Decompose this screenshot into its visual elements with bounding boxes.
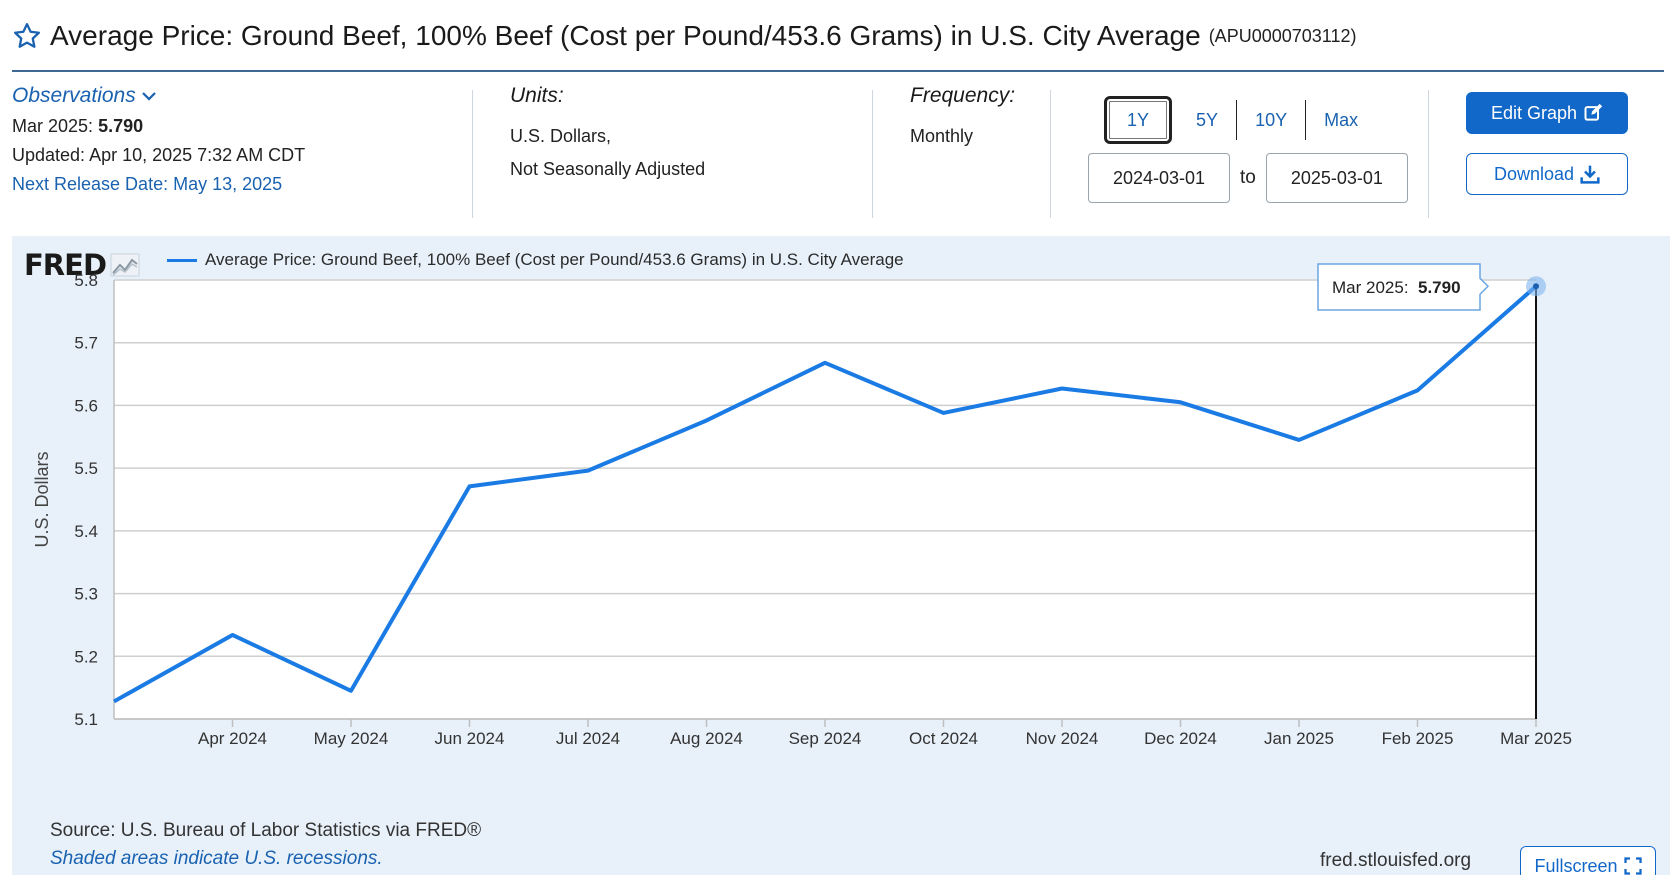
units-label: Units: bbox=[510, 84, 564, 107]
range-selector: 1Y 5Y 10Y Max bbox=[1104, 96, 1376, 144]
star-outline-icon[interactable] bbox=[12, 21, 42, 51]
title-divider bbox=[12, 70, 1664, 72]
x-tick-label: Apr 2024 bbox=[198, 729, 267, 748]
frequency-value: Monthly bbox=[910, 126, 974, 146]
divider bbox=[872, 90, 873, 218]
units-line-1: U.S. Dollars, bbox=[510, 126, 612, 146]
legend-swatch bbox=[167, 258, 197, 262]
y-tick-label: 5.6 bbox=[74, 396, 98, 415]
x-tick-label: Feb 2025 bbox=[1382, 729, 1454, 748]
y-tick-label: 5.2 bbox=[74, 647, 98, 666]
units-block: Units: U.S. Dollars, Not Seasonally Adju… bbox=[510, 84, 705, 186]
tooltip-date: Mar 2025: bbox=[1332, 278, 1409, 297]
end-date-input[interactable] bbox=[1265, 153, 1408, 203]
download-button[interactable]: Download bbox=[1466, 153, 1628, 195]
frequency-block: Frequency: Monthly bbox=[910, 84, 1015, 153]
divider bbox=[1428, 90, 1429, 218]
x-tick-label: Mar 2025 bbox=[1500, 729, 1572, 748]
observations-block: Observations Mar 2025: 5.790 Updated: Ap… bbox=[12, 84, 482, 195]
edit-graph-label: Edit Graph bbox=[1490, 102, 1578, 123]
next-release-link[interactable]: Next Release Date: May 13, 2025 bbox=[12, 174, 283, 194]
y-tick-label: 5.5 bbox=[74, 459, 98, 478]
y-axis-label: U.S. Dollars bbox=[32, 451, 52, 547]
updated-timestamp: Updated: Apr 10, 2025 7:32 AM CDT bbox=[12, 145, 306, 165]
start-date-input[interactable] bbox=[1088, 153, 1230, 203]
observations-dropdown[interactable]: Observations bbox=[12, 84, 482, 108]
recession-note-link[interactable]: Shaded areas indicate U.S. recessions. bbox=[50, 848, 383, 869]
units-line-2: Not Seasonally Adjusted bbox=[510, 159, 706, 179]
edit-icon bbox=[1584, 103, 1603, 121]
y-tick-label: 5.8 bbox=[74, 271, 98, 290]
fred-site-link[interactable]: fred.stlouisfed.org bbox=[1320, 850, 1472, 871]
fullscreen-button[interactable]: Fullscreen bbox=[1520, 846, 1656, 875]
x-tick-label: Jul 2024 bbox=[556, 729, 620, 748]
range-max-button[interactable]: Max bbox=[1324, 109, 1359, 130]
frequency-label: Frequency: bbox=[910, 84, 1016, 107]
x-tick-label: Jan 2025 bbox=[1264, 729, 1334, 748]
range-10y-button[interactable]: 10Y bbox=[1237, 100, 1307, 140]
x-tick-label: May 2024 bbox=[314, 729, 389, 748]
hover-point bbox=[1533, 283, 1539, 290]
x-tick-label: Aug 2024 bbox=[670, 729, 743, 748]
series-line bbox=[113, 284, 1538, 704]
fred-logo[interactable]: FRED bbox=[24, 248, 140, 282]
chevron-down-icon bbox=[141, 92, 156, 101]
chart-line-icon bbox=[110, 253, 140, 277]
download-icon bbox=[1580, 165, 1600, 184]
tooltip-value: 5.790 bbox=[1418, 278, 1461, 297]
plot-area bbox=[114, 280, 1536, 719]
y-tick-label: 5.1 bbox=[74, 710, 98, 729]
x-tick-label: Sep 2024 bbox=[789, 729, 862, 748]
y-tick-label: 5.4 bbox=[74, 522, 98, 541]
date-to-label: to bbox=[1240, 167, 1256, 188]
legend-label: Average Price: Ground Beef, 100% Beef (C… bbox=[205, 250, 904, 269]
latest-observation: Mar 2025: 5.790 bbox=[12, 116, 482, 137]
page-title: Average Price: Ground Beef, 100% Beef (C… bbox=[50, 20, 1201, 51]
graph-panel: FRED Average Price: Ground Beef, 100% Be… bbox=[12, 236, 1670, 875]
x-tick-label: Dec 2024 bbox=[1144, 729, 1217, 748]
tooltip-box bbox=[1317, 263, 1490, 311]
date-range: to bbox=[1088, 153, 1408, 203]
divider bbox=[1050, 90, 1051, 218]
line-chart[interactable]: 5.1 5.2 5.3 5.4 5.5 5.6 5.7 5.8 Apr 2024 May 2024… bbox=[12, 236, 1670, 816]
source-note: Source: U.S. Bureau of Labor Statistics … bbox=[50, 820, 482, 841]
range-1y-button[interactable]: 1Y bbox=[1104, 96, 1173, 144]
x-tick-label: Nov 2024 bbox=[1026, 729, 1099, 748]
edit-graph-button[interactable]: Edit Graph bbox=[1466, 92, 1628, 134]
title-row: Average Price: Ground Beef, 100% Beef (C… bbox=[12, 16, 1662, 56]
y-tick-label: 5.7 bbox=[74, 334, 98, 353]
download-label: Download bbox=[1493, 163, 1575, 184]
range-5y-button[interactable]: 5Y bbox=[1178, 100, 1238, 140]
fullscreen-icon bbox=[1623, 857, 1642, 875]
chart-legend: Average Price: Ground Beef, 100% Beef (C… bbox=[167, 250, 904, 270]
y-tick-label: 5.3 bbox=[74, 585, 98, 604]
observations-label: Observations bbox=[12, 84, 136, 107]
series-id: (APU0000703112) bbox=[1208, 25, 1357, 46]
x-tick-label: Jun 2024 bbox=[435, 729, 505, 748]
x-tick-label: Oct 2024 bbox=[909, 729, 978, 748]
divider bbox=[472, 90, 473, 218]
latest-observation-value: 5.790 bbox=[98, 116, 144, 136]
fred-logo-text: FRED bbox=[24, 248, 107, 282]
fullscreen-label: Fullscreen bbox=[1534, 855, 1618, 875]
latest-observation-date: Mar 2025: bbox=[12, 116, 94, 136]
